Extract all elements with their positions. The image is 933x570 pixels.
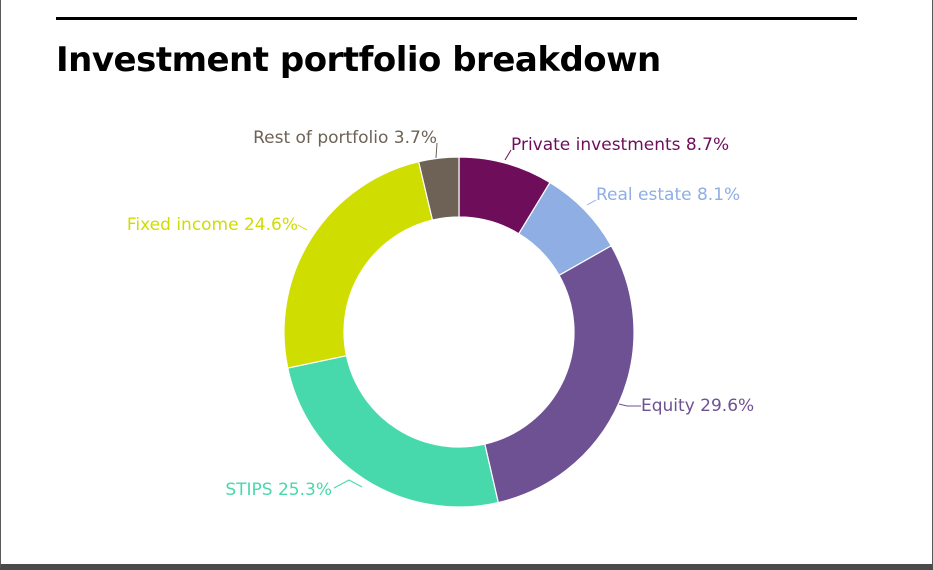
slice-label-equity: Equity 29.6% <box>641 396 754 416</box>
slice-rest-of-portfolio <box>417 156 460 221</box>
slice-label-fixed-income: Fixed income 24.6% <box>127 215 298 235</box>
slice-label-rest-of-portfolio: Rest of portfolio 3.7% <box>253 128 437 148</box>
leader-line-equity <box>618 403 641 407</box>
slice-stips <box>287 354 499 508</box>
slice-fixed-income <box>283 160 434 369</box>
top-rule <box>56 17 857 20</box>
slice-label-stips: STIPS 25.3% <box>225 480 332 500</box>
leader-line-fixed-income <box>297 224 308 231</box>
leader-line-rest-of-portfolio <box>435 142 438 159</box>
slice-label-real-estate: Real estate 8.1% <box>596 185 740 205</box>
slice-label-private-investments: Private investments 8.7% <box>511 135 729 155</box>
leader-line-private-investments <box>504 149 512 161</box>
chart-title: Investment portfolio breakdown <box>56 40 661 80</box>
leader-line-real-estate <box>586 199 597 206</box>
leader-line-stips <box>333 479 363 489</box>
slice-equity <box>484 244 635 504</box>
